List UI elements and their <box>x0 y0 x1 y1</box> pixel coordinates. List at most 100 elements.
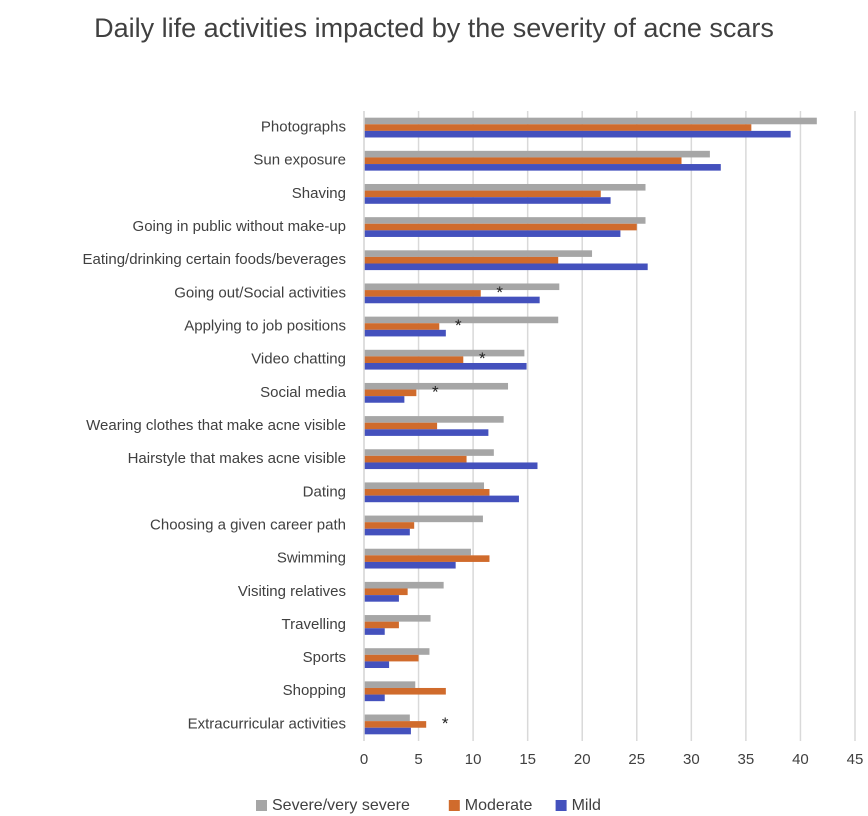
bar <box>364 356 464 363</box>
bar <box>364 462 538 470</box>
bar <box>364 455 467 463</box>
legend-swatch <box>256 800 267 811</box>
bar <box>364 654 419 662</box>
bar <box>364 349 525 357</box>
bar <box>364 117 817 125</box>
bar <box>364 489 490 496</box>
bar <box>364 495 519 503</box>
legend-label: Mild <box>572 797 601 814</box>
category-label: Swimming <box>277 550 346 567</box>
category-label: Sun exposure <box>253 152 346 169</box>
x-tick-label: 15 <box>519 751 536 768</box>
significance-marker: * <box>442 714 449 733</box>
chart-title: Daily life activities impacted by the se… <box>94 13 774 43</box>
bar <box>364 661 390 669</box>
category-label: Extracurricular activities <box>188 715 346 732</box>
category-label: Wearing clothes that make acne visible <box>86 417 346 434</box>
category-label: Choosing a given career path <box>150 516 346 533</box>
category-label: Going out/Social activities <box>174 284 346 301</box>
x-tick-label: 35 <box>738 751 755 768</box>
bar <box>364 648 430 655</box>
legend-swatch <box>448 800 460 811</box>
category-label: Social media <box>260 384 347 401</box>
bar <box>364 296 540 304</box>
bar <box>364 329 446 337</box>
bar <box>364 230 621 237</box>
bar <box>364 190 601 198</box>
bar <box>364 694 385 702</box>
bar <box>364 515 483 523</box>
bar <box>364 422 438 430</box>
bar <box>364 316 559 324</box>
category-label: Dating <box>303 483 346 500</box>
bar <box>364 250 593 257</box>
bar <box>364 223 637 231</box>
x-tick-label: 25 <box>628 751 645 768</box>
bar <box>364 615 431 622</box>
bar <box>364 528 410 536</box>
bar <box>364 263 648 271</box>
x-tick-label: 45 <box>847 751 864 768</box>
x-tick-label: 30 <box>683 751 700 768</box>
bar <box>364 416 504 423</box>
significance-marker: * <box>455 316 462 335</box>
x-tick-label: 5 <box>414 751 422 768</box>
bar <box>364 482 485 490</box>
category-label: Travelling <box>282 616 346 633</box>
bar <box>364 595 399 602</box>
x-tick-label: 10 <box>465 751 482 768</box>
category-label: Sports <box>303 649 346 666</box>
bar <box>364 130 791 138</box>
bar <box>364 217 646 224</box>
category-label: Photographs <box>261 119 346 136</box>
bar <box>364 256 559 264</box>
bar <box>364 157 682 165</box>
category-label: Applying to job positions <box>184 317 346 334</box>
bar <box>364 714 410 722</box>
category-label: Visiting relatives <box>238 583 346 600</box>
bar <box>364 548 471 556</box>
bar <box>364 581 444 589</box>
significance-marker: * <box>496 283 503 302</box>
bar <box>364 183 646 191</box>
category-label: Video chatting <box>251 351 346 368</box>
bar <box>364 283 560 291</box>
bar <box>364 687 446 695</box>
x-tick-label: 40 <box>792 751 809 768</box>
bar <box>364 362 527 370</box>
bar <box>364 389 417 397</box>
category-label: Eating/drinking certain foods/beverages <box>83 251 347 268</box>
bar <box>364 164 721 171</box>
bar <box>364 628 385 635</box>
bar <box>364 561 456 569</box>
legend-label: Severe/very severe <box>272 797 410 814</box>
bar <box>364 727 411 735</box>
bar <box>364 621 399 629</box>
x-tick-label: 0 <box>360 751 368 768</box>
bar <box>364 681 416 688</box>
legend-swatch <box>555 800 567 811</box>
bar <box>364 721 427 728</box>
bar <box>364 197 611 204</box>
category-label: Shaving <box>292 185 346 202</box>
x-tick-label: 20 <box>574 751 591 768</box>
bar <box>364 396 405 403</box>
significance-marker: * <box>432 382 439 401</box>
bar <box>364 449 494 456</box>
bar <box>364 588 408 596</box>
bar <box>364 522 415 529</box>
bar <box>364 382 509 390</box>
bar <box>364 124 752 131</box>
legend-label: Moderate <box>465 797 533 814</box>
significance-marker: * <box>479 349 486 368</box>
category-label: Going in public without make-up <box>133 218 346 235</box>
category-label: Shopping <box>283 682 346 699</box>
bar <box>364 323 440 330</box>
category-label: Hairstyle that makes acne visible <box>128 450 346 467</box>
bar <box>364 555 490 562</box>
bar <box>364 290 481 297</box>
bar <box>364 429 489 436</box>
bar <box>364 150 710 158</box>
